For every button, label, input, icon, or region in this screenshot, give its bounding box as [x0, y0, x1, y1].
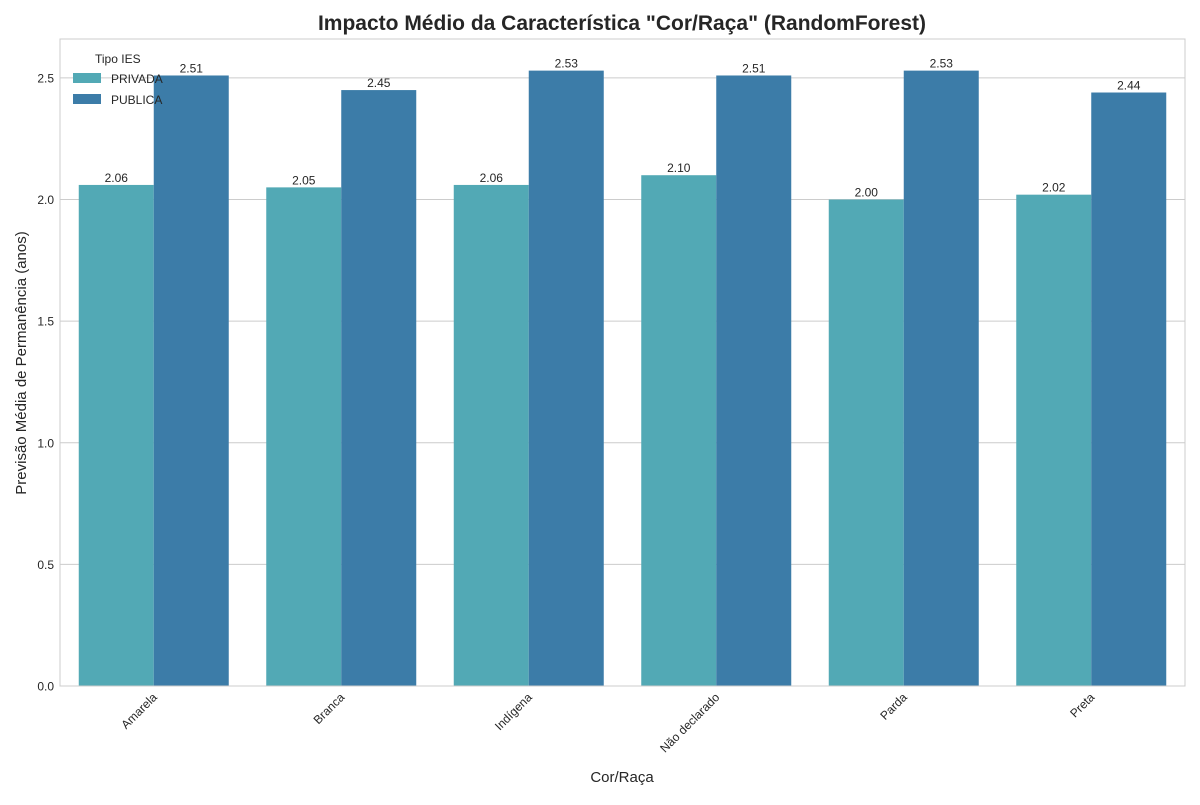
- data-label: 2.51: [180, 61, 204, 75]
- x-tick-label: Parda: [877, 690, 910, 723]
- data-label: 2.05: [292, 173, 316, 187]
- y-tick-label: 1.5: [37, 315, 54, 329]
- legend-title: Tipo IES: [95, 52, 141, 66]
- data-label: 2.06: [105, 171, 129, 185]
- y-tick-label: 1.0: [37, 436, 54, 450]
- y-tick-label: 2.0: [37, 193, 54, 207]
- x-tick-label: Amarela: [118, 690, 160, 732]
- bar-publica-2: [528, 70, 604, 686]
- bars: [78, 70, 1167, 687]
- bar-privada-3: [641, 175, 717, 687]
- bar-privada-4: [828, 199, 904, 687]
- bar-publica-5: [1091, 92, 1167, 686]
- x-axis-ticks: Amarela Branca Indígena Não declarado Parda P…: [118, 690, 1097, 755]
- legend-swatch: [73, 94, 101, 104]
- data-label: 2.10: [667, 161, 691, 175]
- data-label: 2.45: [367, 76, 391, 90]
- x-axis-label: Cor/Raça: [590, 769, 654, 786]
- data-labels: 2.06 2.51 2.05 2.45 2.06 2.53 2.10 2.51 2.00 2.53…: [105, 57, 1141, 200]
- x-tick-label: Branca: [311, 690, 348, 727]
- y-tick-label: 0.5: [37, 558, 54, 572]
- legend-swatch: [73, 73, 101, 83]
- bar-publica-4: [903, 70, 979, 686]
- bar-publica-0: [153, 75, 229, 686]
- data-label: 2.53: [930, 57, 954, 71]
- bar-privada-0: [78, 184, 154, 686]
- y-axis-ticks: 0.0 0.5 1.0 1.5 2.0 2.5: [37, 71, 54, 693]
- x-tick-label: Indígena: [492, 690, 535, 733]
- x-tick-label: Preta: [1067, 690, 1097, 720]
- data-label: 2.51: [742, 61, 766, 75]
- data-label: 2.00: [855, 186, 879, 200]
- bar-publica-1: [341, 90, 417, 686]
- bar-privada-5: [1016, 194, 1092, 686]
- bar-publica-3: [716, 75, 792, 686]
- plot-area-frame: [59, 38, 1186, 687]
- legend: Tipo IES PRIVADA PUBLICA: [73, 52, 163, 107]
- legend-label: PUBLICA: [111, 93, 162, 107]
- data-label: 2.44: [1117, 79, 1141, 93]
- legend-items: PRIVADA PUBLICA: [73, 72, 163, 107]
- bar-privada-1: [266, 187, 342, 686]
- bar-privada-2: [453, 184, 529, 686]
- chart-title: Impacto Médio da Característica "Cor/Raç…: [318, 12, 926, 35]
- y-axis-label: Previsão Média de Permanência (anos): [13, 231, 30, 494]
- y-tick-label: 2.5: [37, 71, 54, 85]
- data-label: 2.02: [1042, 181, 1066, 195]
- x-tick-label: Não declarado: [657, 690, 722, 755]
- data-label: 2.53: [555, 57, 579, 71]
- y-tick-label: 0.0: [37, 680, 54, 694]
- legend-label: PRIVADA: [111, 72, 163, 86]
- data-label: 2.06: [480, 171, 504, 185]
